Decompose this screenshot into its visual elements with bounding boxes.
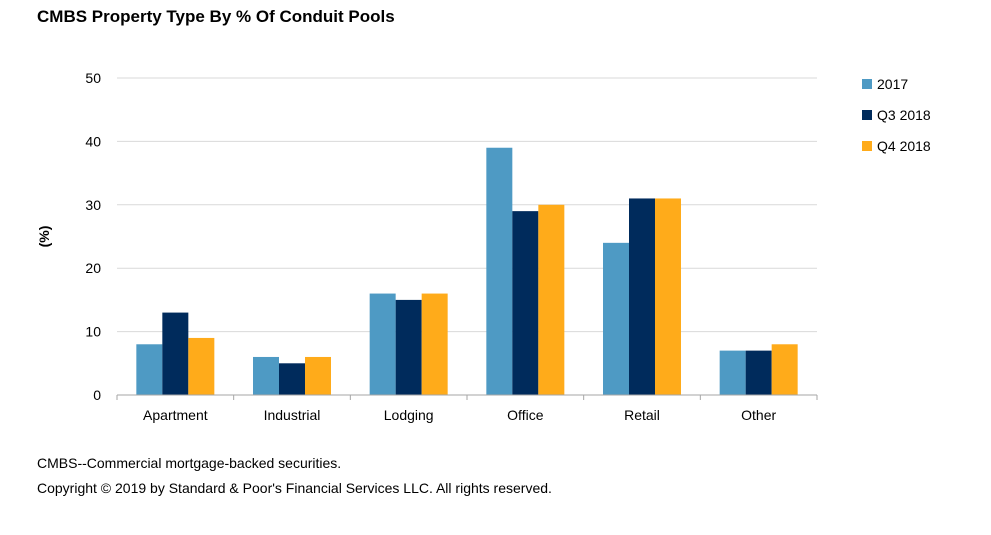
bar-office-2017 — [486, 147, 513, 395]
bar-chart: 0 10 20 30 40 50 (%) Apartment Industrial Lodgi… — [36, 70, 931, 423]
bar-apartment-q3-2018 — [162, 312, 189, 395]
legend-swatch — [862, 141, 872, 151]
y-tick-label: 10 — [85, 324, 101, 340]
y-axis-label: (%) — [36, 226, 52, 248]
x-tick-label: Apartment — [143, 407, 208, 423]
legend-label: Q4 2018 — [877, 138, 931, 154]
bar-apartment-q4-2018 — [188, 337, 215, 395]
bars — [136, 147, 798, 395]
footnote-copyright: Copyright © 2019 by Standard & Poor's Fi… — [37, 480, 552, 496]
bar-lodging-q3-2018 — [395, 299, 422, 395]
x-tick-label: Office — [507, 407, 544, 423]
x-axis: Apartment Industrial Lodging Office Retail Ot… — [116, 394, 818, 423]
y-tick-label: 20 — [85, 260, 101, 276]
legend: 2017 Q3 2018 Q4 2018 — [862, 76, 931, 154]
legend-label: 2017 — [877, 76, 908, 92]
bar-retail-2017 — [603, 242, 629, 395]
y-axis-ticks: 0 10 20 30 40 50 — [85, 70, 101, 403]
legend-swatch — [862, 79, 872, 89]
bar-retail-q4-2018 — [655, 198, 681, 395]
bar-lodging-2017 — [369, 293, 396, 395]
y-tick-label: 50 — [85, 70, 101, 86]
y-tick-label: 40 — [85, 133, 101, 149]
bar-office-q4-2018 — [538, 204, 565, 395]
y-tick-label: 30 — [85, 197, 101, 213]
bar-apartment-2017 — [136, 344, 163, 395]
y-tick-label: 0 — [93, 387, 101, 403]
x-tick-label: Industrial — [264, 407, 321, 423]
legend-label: Q3 2018 — [877, 107, 931, 123]
bar-other-q3-2018 — [745, 350, 772, 395]
bar-industrial-2017 — [253, 356, 279, 395]
bar-other-2017 — [719, 350, 746, 395]
bar-office-q3-2018 — [512, 211, 539, 395]
bar-industrial-q4-2018 — [305, 356, 331, 395]
bar-other-q4-2018 — [771, 344, 798, 395]
bar-retail-q3-2018 — [629, 198, 655, 395]
x-tick-label: Retail — [624, 407, 660, 423]
x-tick-label: Other — [741, 407, 776, 423]
footnote-cmbs: CMBS--Commercial mortgage-backed securit… — [37, 455, 342, 471]
bar-lodging-q4-2018 — [421, 293, 448, 395]
gridlines — [117, 77, 817, 333]
bar-industrial-q3-2018 — [279, 363, 305, 395]
x-tick-label: Lodging — [384, 407, 434, 423]
legend-swatch — [862, 110, 872, 120]
chart-title: CMBS Property Type By % Of Conduit Pools — [37, 7, 395, 26]
